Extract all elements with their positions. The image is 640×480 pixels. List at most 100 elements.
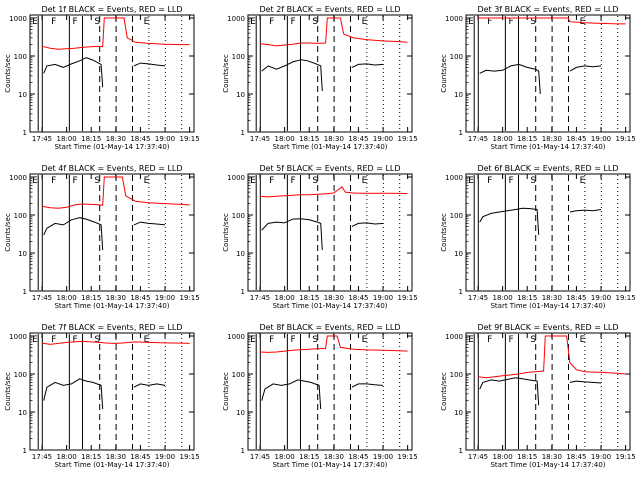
x-tick-label: 18:00 <box>57 453 77 461</box>
series-events-line <box>351 63 384 68</box>
x-tick-label: 18:45 <box>130 135 150 143</box>
x-tick-label: 18:45 <box>566 135 586 143</box>
y-tick-label: 10 <box>236 91 245 99</box>
panel-1: Det 1f BLACK = Events, RED = LLD 1 10 100 10… <box>4 5 200 151</box>
series-events-line <box>43 57 104 88</box>
flag-label: E <box>362 335 368 345</box>
flag-label: E <box>468 176 474 186</box>
x-tick-label: 17:45 <box>250 135 270 143</box>
x-tick-label: 18:45 <box>348 294 368 302</box>
x-tick-label: 18:45 <box>566 453 586 461</box>
x-tick-label: 18:15 <box>81 294 101 302</box>
panel-3: Det 3f BLACK = Events, RED = LLD 1 10 100 10… <box>440 5 636 151</box>
panel-2: Det 2f BLACK = Events, RED = LLD 1 10 100 10… <box>222 5 418 151</box>
series-events-line <box>133 62 166 67</box>
x-tick-label: 17:45 <box>468 453 488 461</box>
series-events-line <box>43 378 104 410</box>
y-tick-label: 10 <box>454 250 463 258</box>
axes-frame <box>465 14 631 133</box>
series-events-line <box>479 377 540 406</box>
x-tick-label: 18:45 <box>348 453 368 461</box>
flag-label: E <box>362 176 368 186</box>
axes-frame <box>29 332 195 451</box>
axes-frame <box>29 173 195 292</box>
panel-title: Det 9f BLACK = Events, RED = LLD <box>477 323 618 332</box>
y-tick-label: 1000 <box>445 333 463 341</box>
y-tick-label: 1000 <box>227 333 245 341</box>
x-tick-label: 18:30 <box>324 453 344 461</box>
x-tick-label: 17:45 <box>32 294 52 302</box>
x-tick-label: 18:45 <box>130 294 150 302</box>
y-tick-label: 1000 <box>445 174 463 182</box>
axes-frame <box>465 173 631 292</box>
y-tick-label: 100 <box>232 212 245 220</box>
y-tick-label: 100 <box>232 371 245 379</box>
y-tick-label: 1 <box>241 447 245 455</box>
x-tick-label: 18:30 <box>324 294 344 302</box>
series-events-line <box>479 63 541 95</box>
y-tick-label: 100 <box>450 212 463 220</box>
y-axis-label: Counts/sec <box>440 372 448 411</box>
y-tick-label: 100 <box>232 53 245 61</box>
y-tick-label: 10 <box>18 409 27 417</box>
y-tick-label: 1 <box>23 447 27 455</box>
flag-label: F <box>487 335 492 345</box>
x-axis-label: Start Time (01-May-14 17:37:40) <box>54 461 169 469</box>
flag-label: S <box>312 176 318 186</box>
y-tick-label: 10 <box>454 409 463 417</box>
series-lld-line <box>478 17 626 25</box>
flag-label: E <box>144 335 150 345</box>
flag-label: S <box>94 17 100 27</box>
x-tick-label: 18:30 <box>106 135 126 143</box>
flag-label: F <box>509 176 514 186</box>
y-axis-label: Counts/sec <box>440 213 448 252</box>
y-tick-label: 1000 <box>9 174 27 182</box>
x-axis-label: Start Time (01-May-14 17:37:40) <box>54 302 169 310</box>
x-tick-label: 18:00 <box>275 135 295 143</box>
flag-label: F <box>73 176 78 186</box>
x-tick-label: 18:00 <box>493 294 513 302</box>
series-lld-line <box>41 340 190 345</box>
x-tick-label: 18:15 <box>517 453 537 461</box>
x-tick-label: 17:45 <box>468 294 488 302</box>
flag-label: E <box>468 335 474 345</box>
x-tick-label: 19:00 <box>373 453 393 461</box>
series-events-line <box>351 383 384 388</box>
series-lld-line <box>259 186 408 198</box>
series-lld-line <box>41 17 190 50</box>
x-tick-label: 18:15 <box>299 453 319 461</box>
x-tick-label: 17:45 <box>32 135 52 143</box>
y-tick-label: 1 <box>23 288 27 296</box>
x-tick-label: 19:00 <box>591 135 611 143</box>
y-tick-label: 100 <box>450 371 463 379</box>
x-tick-label: 19:15 <box>616 453 636 461</box>
y-tick-label: 100 <box>14 212 27 220</box>
x-tick-label: 18:30 <box>542 294 562 302</box>
x-tick-label: 19:15 <box>180 453 200 461</box>
flag-label: E <box>580 17 586 27</box>
y-tick-label: 100 <box>14 53 27 61</box>
flag-label: F <box>269 335 274 345</box>
x-axis-label: Start Time (01-May-14 17:37:40) <box>490 143 605 151</box>
y-tick-label: 1 <box>23 129 27 137</box>
y-axis-label: Counts/sec <box>222 213 230 252</box>
x-tick-label: 19:15 <box>180 294 200 302</box>
y-tick-label: 10 <box>236 409 245 417</box>
series-events-line <box>569 380 602 384</box>
x-tick-label: 19:00 <box>373 294 393 302</box>
flag-label: S <box>530 335 536 345</box>
x-axis-label: Start Time (01-May-14 17:37:40) <box>490 461 605 469</box>
series-events-line <box>569 65 602 72</box>
panel-4: Det 4f BLACK = Events, RED = LLD 1 10 100 10… <box>4 164 200 310</box>
flag-label: F <box>509 335 514 345</box>
x-tick-label: 18:30 <box>542 453 562 461</box>
flag-label: F <box>487 176 492 186</box>
y-tick-label: 10 <box>18 91 27 99</box>
panel-7: Det 7f BLACK = Events, RED = LLD 1 10 100 10… <box>4 323 200 469</box>
x-tick-label: 18:15 <box>81 453 101 461</box>
panel-title: Det 5f BLACK = Events, RED = LLD <box>259 164 400 173</box>
flag-label: F <box>51 335 56 345</box>
flag-label: F <box>291 335 296 345</box>
flag-label: S <box>94 335 100 345</box>
